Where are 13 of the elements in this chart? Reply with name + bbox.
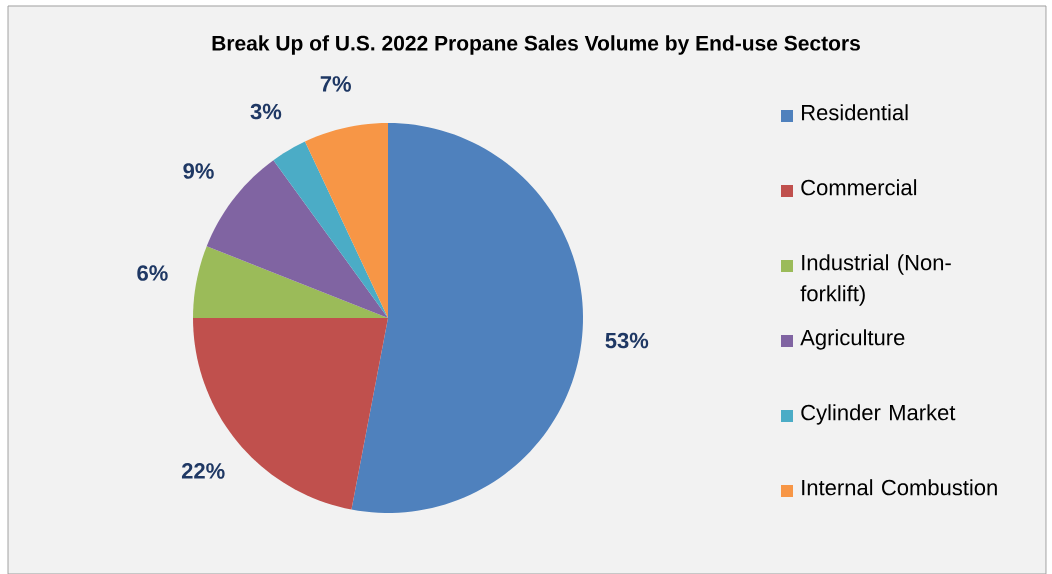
data-label: 9%: [183, 162, 214, 179]
legend-label: Residential: [802, 103, 908, 121]
legend-label: Commercial: [801, 178, 917, 196]
data-label: 53%: [605, 332, 649, 349]
legend-label: Agriculture: [800, 328, 905, 350]
legend-label: Industrial (Non-forklift): [800, 253, 951, 306]
data-label: 7%: [320, 75, 351, 92]
data-label: 6%: [137, 265, 168, 281]
data-label: 3%: [250, 103, 282, 120]
chart-title: Break Up of U.S. 2022 Propane Sales Volume by End-use Sectors: [212, 34, 860, 55]
legend-label: Cylinder Market: [801, 403, 956, 425]
data-label: 22%: [181, 462, 225, 479]
legend-label: Internal Combustion: [802, 478, 997, 496]
